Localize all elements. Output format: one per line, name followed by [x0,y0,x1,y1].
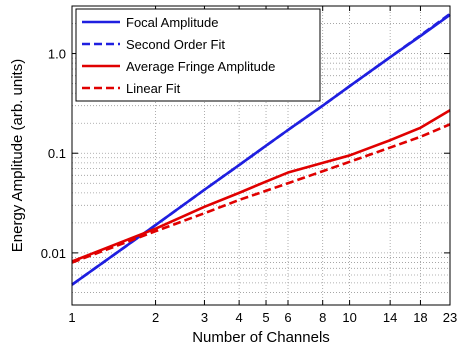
series-line-4 [71,123,451,264]
legend-box [75,8,321,102]
x-axis-title: Number of Channels [192,329,330,346]
y-axis-title: Energy Amplitude (arb. units) [9,59,26,252]
x-tick-label: 4 [236,310,243,325]
legend-label-4: Linear Fit [126,81,181,96]
legend: Focal Amplitude Second Order Fit Average F… [75,8,321,102]
x-tick-label: 5 [262,310,269,325]
x-tick-label: 6 [284,310,291,325]
series-line-3 [71,109,451,263]
x-tick-label: 1 [68,310,75,325]
x-tick-label: 2 [152,310,159,325]
plot-frame [71,5,451,306]
axis-ticks: 1 2 3 4 5 6 8 10 14 18 230.010.11.0 [41,6,457,325]
legend-label-3: Average Fringe Amplitude [126,59,275,74]
legend-label-2: Second Order Fit [126,37,225,52]
x-tick-label: 23 [443,310,457,325]
y-tick-label: 0.1 [48,146,66,161]
legend-label-1: Focal Amplitude [126,15,219,30]
series-line-2 [71,12,451,286]
x-tick-label: 14 [383,310,397,325]
x-tick-label: 3 [201,310,208,325]
x-tick-label: 18 [413,310,427,325]
x-tick-label: 10 [342,310,356,325]
y-tick-label: 1.0 [48,47,66,62]
plot-lines [71,12,451,286]
x-tick-label: 8 [319,310,326,325]
y-tick-label: 0.01 [41,246,66,261]
